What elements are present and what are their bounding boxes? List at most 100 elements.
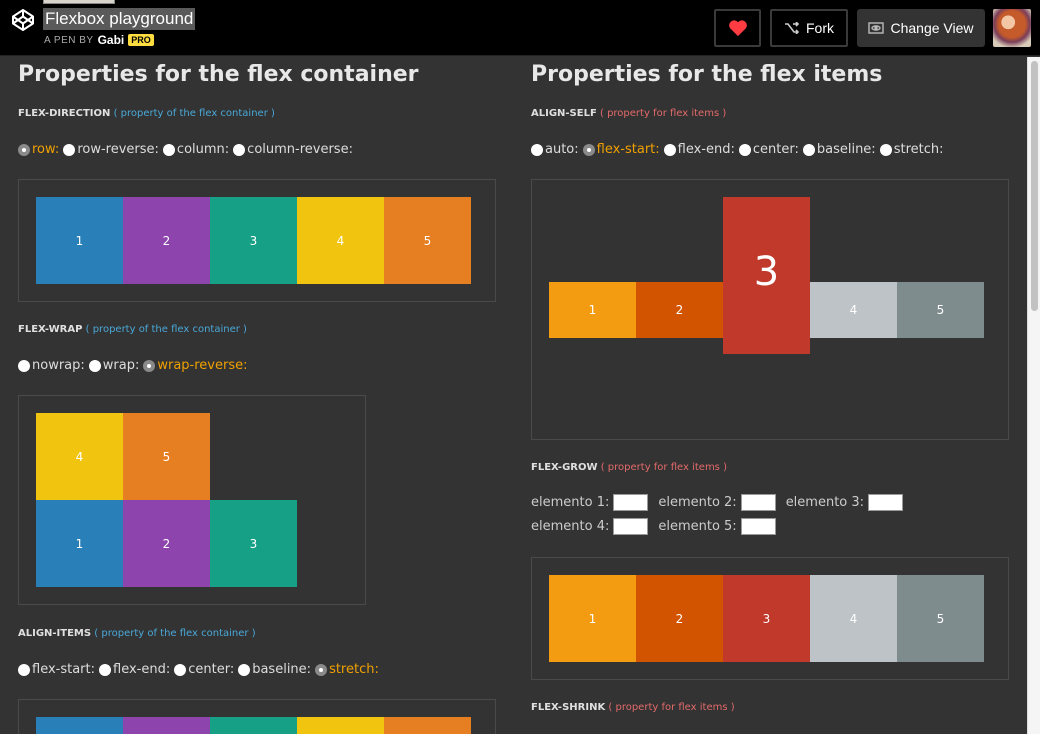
radio-baseline[interactable]: baseline:: [802, 142, 876, 157]
flex-grow-field-3: elemento 3:: [786, 494, 904, 511]
radio-dot[interactable]: [531, 143, 543, 156]
change-view-button[interactable]: Change View: [857, 9, 985, 47]
radio-column[interactable]: column:: [162, 142, 229, 157]
radio-center[interactable]: center:: [174, 662, 234, 677]
flex-grow-input-1[interactable]: [613, 494, 649, 511]
flex-shrink-name: FLEX-SHRINK: [531, 702, 606, 713]
align-self-label: ALIGN-SELF ( property for flex items ): [531, 108, 726, 119]
flex-direction-demo: 1 2 3 4 5: [18, 179, 496, 302]
radio-flex-start[interactable]: flex-start:: [18, 662, 95, 677]
radio-dot[interactable]: [143, 359, 156, 372]
flex-grow-field-5: elemento 5:: [658, 518, 776, 535]
radio-dot[interactable]: [738, 143, 751, 156]
flex-grow-input-2[interactable]: [740, 494, 776, 511]
flex-item-2: 2: [636, 575, 723, 662]
radio-flex-end[interactable]: flex-end:: [663, 142, 735, 157]
flex-grow-input-3[interactable]: [868, 494, 904, 511]
flex-item-5: 5: [897, 575, 984, 662]
radio-flex-end[interactable]: flex-end:: [99, 662, 170, 677]
pen-title[interactable]: Flexbox playground: [43, 8, 196, 30]
container-heading: Properties for the flex container: [18, 62, 419, 87]
flex-item-4: 4: [810, 282, 897, 338]
flex-shrink-label: FLEX-SHRINK ( property for flex items ): [531, 702, 735, 713]
byline-prefix: A PEN BY: [44, 34, 94, 46]
flex-item-3: [210, 717, 297, 734]
user-avatar[interactable]: [993, 9, 1031, 47]
radio-dot[interactable]: [879, 143, 892, 156]
flex-item-5: 5: [384, 197, 471, 284]
flex-item-2: 2: [123, 197, 210, 284]
radio-dot[interactable]: [663, 143, 676, 156]
pro-badge: PRO: [128, 34, 154, 46]
change-view-label: Change View: [890, 20, 974, 36]
radio-auto[interactable]: auto:: [531, 142, 579, 157]
author-link[interactable]: Gabi: [97, 33, 125, 47]
radio-wrap[interactable]: wrap:: [88, 358, 139, 373]
radio-dot[interactable]: [63, 143, 76, 156]
view-icon: [868, 22, 885, 34]
radio-dot[interactable]: [174, 663, 187, 676]
radio-dot[interactable]: [802, 143, 815, 156]
radio-row[interactable]: row:: [18, 142, 59, 157]
flex-wrap-label: FLEX-WRAP ( property of the flex contain…: [18, 324, 247, 335]
heart-icon: [728, 20, 747, 37]
flex-item-3: 3: [723, 575, 810, 662]
radio-dot[interactable]: [18, 663, 30, 676]
radio-dot[interactable]: [233, 143, 246, 156]
radio-stretch[interactable]: stretch:: [315, 662, 379, 677]
flex-direction-radios: row: row-reverse: column: column-reverse…: [18, 142, 357, 157]
flex-direction-label: FLEX-DIRECTION ( property of the flex co…: [18, 108, 275, 119]
pen-header: Flexbox playground A PEN BY Gabi PRO For…: [0, 0, 1040, 56]
flex-grow-input-4[interactable]: [613, 518, 649, 535]
align-self-demo: 1 2 3 4 5: [531, 179, 1009, 440]
flex-direction-note: ( property of the flex container ): [113, 108, 275, 119]
radio-center[interactable]: center:: [738, 142, 799, 157]
flex-wrap-radios: nowrap: wrap: wrap-reverse:: [18, 358, 252, 373]
flex-grow-input-5[interactable]: [740, 518, 776, 535]
flex-item-1: 1: [549, 282, 636, 338]
flex-item-3: 3: [210, 197, 297, 284]
items-heading: Properties for the flex items: [531, 62, 883, 87]
radio-dot[interactable]: [18, 359, 30, 372]
radio-wrap-reverse[interactable]: wrap-reverse:: [143, 358, 248, 373]
radio-baseline[interactable]: baseline:: [238, 662, 311, 677]
love-button[interactable]: [714, 9, 761, 47]
radio-dot[interactable]: [582, 143, 595, 156]
flex-grow-name: FLEX-GROW: [531, 462, 598, 473]
radio-dot[interactable]: [99, 663, 112, 676]
flex-grow-field-1: elemento 1:: [531, 494, 649, 511]
flex-item-1: [36, 717, 123, 734]
scrollbar-thumb[interactable]: [1031, 61, 1038, 311]
flex-grow-row-2: elemento 4: elemento 5:: [531, 518, 786, 535]
radio-row-reverse[interactable]: row-reverse:: [63, 142, 159, 157]
radio-dot[interactable]: [238, 663, 251, 676]
radio-dot[interactable]: [18, 143, 30, 156]
align-items-demo: [18, 699, 496, 734]
radio-dot[interactable]: [88, 359, 101, 372]
radio-dot[interactable]: [315, 663, 328, 676]
flex-wrap-note: ( property of the flex container ): [85, 324, 247, 335]
flex-item-2: 2: [636, 282, 723, 338]
flex-grow-label: FLEX-GROW ( property for flex items ): [531, 462, 727, 473]
flex-shrink-note: ( property for flex items ): [608, 702, 735, 713]
align-items-radios: flex-start: flex-end: center: baseline: …: [18, 662, 383, 677]
flex-item-3: 3: [210, 500, 297, 587]
flex-wrap-name: FLEX-WRAP: [18, 324, 83, 335]
flex-item-5: 5: [123, 413, 210, 500]
radio-nowrap[interactable]: nowrap:: [18, 358, 85, 373]
pen-byline: A PEN BY Gabi PRO: [44, 33, 154, 47]
radio-column-reverse[interactable]: column-reverse:: [233, 142, 353, 157]
flex-item-1: 1: [549, 575, 636, 662]
flex-grow-field-2: elemento 2:: [658, 494, 776, 511]
pen-thumbnail: [43, 0, 115, 4]
radio-dot[interactable]: [162, 143, 175, 156]
radio-flex-start[interactable]: flex-start:: [582, 142, 660, 157]
radio-stretch[interactable]: stretch:: [879, 142, 944, 157]
flex-grow-note: ( property for flex items ): [600, 462, 727, 473]
vertical-scrollbar[interactable]: [1027, 57, 1040, 734]
codepen-logo-icon[interactable]: [11, 8, 35, 32]
flex-item-2: 2: [123, 500, 210, 587]
flex-grow-field-4: elemento 4:: [531, 518, 649, 535]
fork-button[interactable]: Fork: [770, 9, 848, 47]
flex-item-4: [297, 717, 384, 734]
